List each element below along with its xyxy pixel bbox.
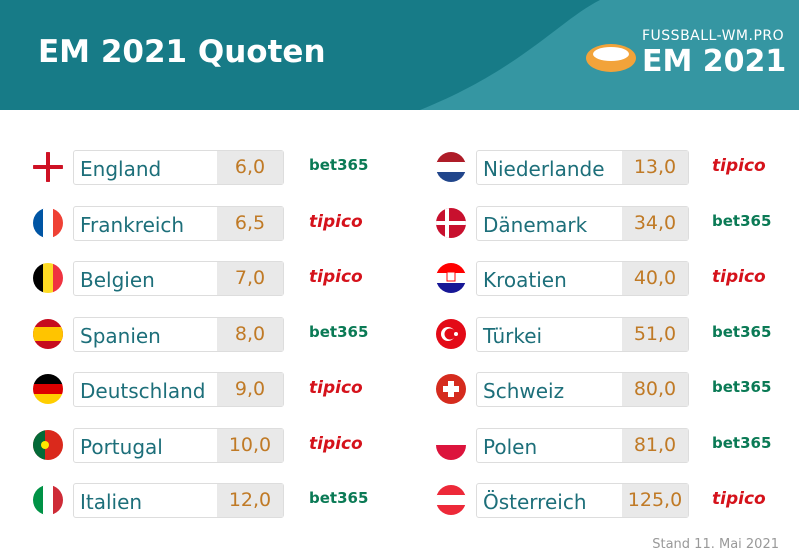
flag-icon: [33, 374, 63, 404]
flag-icon: [33, 207, 63, 238]
bookmaker: tipico: [309, 433, 363, 454]
row-box: Polen 81,0: [476, 427, 689, 463]
footer: Stand 11. Mai 2021: [652, 537, 779, 552]
country: Frankreich: [80, 212, 185, 237]
country: Polen: [483, 434, 538, 459]
logo-top: FUSSBALL-WM.PRO: [642, 28, 785, 44]
flag-icon: [436, 318, 466, 349]
bookmaker: tipico: [712, 489, 766, 509]
odds: 6,5: [217, 206, 283, 240]
bookmaker: bet365: [309, 322, 369, 341]
country: Belgien: [80, 268, 155, 292]
bookmaker: bet365: [309, 489, 369, 507]
flag: [436, 318, 466, 349]
bookmaker: tipico: [309, 267, 363, 287]
row-box: Spanien 8,0: [73, 316, 284, 352]
odds: 125,0: [622, 484, 688, 517]
country: Dänemark: [483, 212, 588, 237]
country: Türkei: [483, 323, 543, 348]
flag-icon: [33, 152, 63, 182]
flag-icon: [33, 429, 63, 460]
odds: 12,0: [217, 484, 283, 517]
flag-icon: [436, 374, 466, 404]
row-box: England 6,0: [73, 150, 284, 185]
row-box: Frankreich 6,5: [73, 205, 284, 241]
country: Deutschland: [80, 379, 206, 403]
country: Niederlande: [483, 157, 605, 181]
flag: [33, 152, 63, 182]
odds: 81,0: [622, 428, 688, 462]
logo-bottom: EM 2021: [642, 44, 787, 79]
bookmaker: tipico: [712, 156, 766, 176]
row-box: Dänemark 34,0: [476, 205, 689, 241]
odds: 40,0: [622, 262, 688, 295]
bookmaker: tipico: [712, 267, 766, 287]
country: Portugal: [80, 434, 163, 459]
flag: [436, 152, 466, 182]
odds: 13,0: [622, 151, 688, 184]
bookmaker: tipico: [309, 378, 363, 398]
flag: [33, 263, 63, 293]
row-box: Niederlande 13,0: [476, 150, 689, 185]
bookmaker: bet365: [712, 378, 772, 396]
row-box: Türkei 51,0: [476, 316, 689, 352]
country: Kroatien: [483, 268, 567, 292]
row-box: Kroatien 40,0: [476, 261, 689, 296]
row-box: Belgien 7,0: [73, 261, 284, 296]
odds: 34,0: [622, 206, 688, 240]
country: Italien: [80, 490, 143, 514]
flag: [436, 485, 466, 515]
bookmaker: bet365: [712, 211, 772, 230]
flag: [436, 263, 466, 293]
flag-icon: [436, 207, 466, 238]
row-box: Deutschland 9,0: [73, 372, 284, 407]
bookmaker: tipico: [309, 211, 363, 232]
row-box: Italien 12,0: [73, 483, 284, 518]
flag: [33, 374, 63, 404]
row-box: Schweiz 80,0: [476, 372, 689, 407]
country: England: [80, 157, 162, 181]
odds: 8,0: [217, 317, 283, 351]
odds: 7,0: [217, 262, 283, 295]
flag-icon: [436, 485, 466, 515]
header: EM 2021 Quoten FUSSBALL-WM.PRO EM 2021: [0, 0, 799, 110]
row-box: Österreich 125,0: [476, 483, 689, 518]
odds: 10,0: [217, 428, 283, 462]
odds: 9,0: [217, 373, 283, 406]
row-box: Portugal 10,0: [73, 427, 284, 463]
header-decor: [420, 0, 799, 110]
bookmaker: bet365: [712, 433, 772, 452]
odds: 80,0: [622, 373, 688, 406]
title: EM 2021 Quoten: [38, 34, 326, 70]
odds: 6,0: [217, 151, 283, 184]
flag: [33, 429, 63, 460]
bookmaker: bet365: [309, 156, 369, 174]
flag: [436, 429, 466, 460]
flag: [436, 374, 466, 404]
flag-icon: [33, 485, 63, 515]
flag-icon: [33, 263, 63, 293]
flag-icon: [436, 152, 466, 182]
flag-icon: [436, 263, 466, 293]
flag: [436, 207, 466, 238]
flag: [33, 207, 63, 238]
country: Österreich: [483, 490, 587, 514]
country: Schweiz: [483, 379, 565, 403]
flag-icon: [33, 318, 63, 349]
bookmaker: bet365: [712, 322, 772, 341]
flag-icon: [436, 429, 466, 460]
country: Spanien: [80, 323, 161, 348]
odds: 51,0: [622, 317, 688, 351]
flag: [33, 485, 63, 515]
flag: [33, 318, 63, 349]
